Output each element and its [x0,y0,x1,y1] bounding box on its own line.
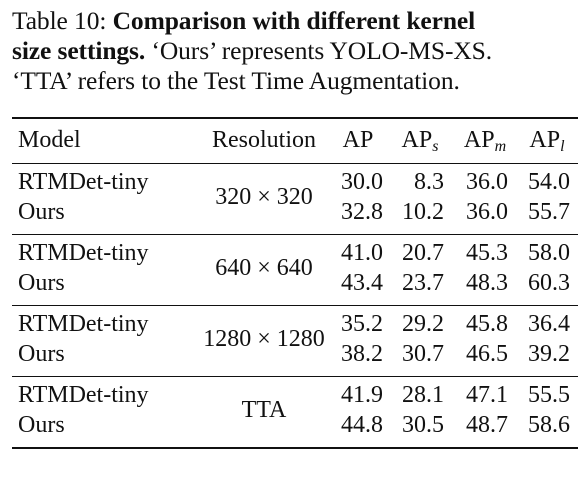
caption-line-2: size settings. ‘Ours’ represents YOLO-MS… [12,36,576,66]
table-cell-ap-s: 30.7 [402,341,444,367]
table-group-1280: RTMDet-tiny Ours 1280 × 1280 35.2 38.2 2… [12,306,578,376]
table-cell-ap-l: 58.6 [528,412,570,438]
header-ap: AP [342,127,374,153]
caption-line-3: ‘TTA’ refers to the Test Time Augmentati… [12,66,576,96]
table-cell-ap-m: 47.1 [466,382,508,408]
header-ap-m-base: AP [463,127,495,153]
table-cell-ap-m: 48.3 [466,270,508,296]
group-rule [12,234,578,235]
table-caption: Table 10: Comparison with different kern… [12,6,576,96]
table-cell-ap-m: 46.5 [466,341,508,367]
header-ap-s-base: AP [401,127,433,153]
table-cell-ap-l: 54.0 [528,169,570,195]
table-cell-ap-l: 36.4 [528,311,570,337]
caption-line-1: Table 10: Comparison with different kern… [12,6,576,36]
table-cell-model: Ours [18,270,65,296]
table-cell-model: Ours [18,341,65,367]
table-cell-ap: 30.0 [341,169,383,195]
table-group-640: RTMDet-tiny Ours 640 × 640 41.0 43.4 20.… [12,235,578,305]
table-cell-ap: 35.2 [341,311,383,337]
table-cell-ap-m: 36.0 [466,199,508,225]
table-cell-ap-s: 20.7 [402,240,444,266]
table-cell-ap-s: 29.2 [402,311,444,337]
header-model: Model [18,127,81,153]
table-cell-ap-s: 28.1 [402,382,444,408]
table-cell-ap-s: 30.5 [402,412,444,438]
table-cell-resolution: 320 × 320 [215,184,313,210]
table-cell-ap: 44.8 [341,412,383,438]
table-cell-ap-s: 8.3 [414,169,444,195]
top-rule [12,117,578,119]
results-table: Model Resolution AP APs APm APl RTMDet-t… [12,117,578,449]
table-cell-ap-m: 45.8 [466,311,508,337]
caption-title-part-1: Comparison with different kernel [112,6,476,35]
caption-tta-note: ‘TTA’ refers to the Test Time Augmentati… [12,66,460,95]
header-ap-s-sub: s [432,138,439,155]
table-cell-ap-m: 48.7 [466,412,508,438]
caption-ours-note: ‘Ours’ represents YOLO-MS-XS. [145,36,493,65]
table-cell-ap-m: 45.3 [466,240,508,266]
table-cell-ap-m: 36.0 [466,169,508,195]
header-ap-l: APl [522,127,572,155]
table-cell-ap: 38.2 [341,341,383,367]
header-ap-s: APs [390,127,450,155]
table-group-tta: RTMDet-tiny Ours TTA 41.9 44.8 28.1 30.5… [12,377,578,447]
header-rule [12,163,578,164]
table-cell-resolution: 1280 × 1280 [203,326,325,352]
table-header-row: Model Resolution AP APs APm APl [12,119,578,163]
header-ap-l-base: AP [529,127,561,153]
bottom-rule [12,447,578,449]
table-cell-ap-l: 55.7 [528,199,570,225]
table-cell-model: Ours [18,199,65,225]
table-cell-ap-s: 10.2 [402,199,444,225]
table-cell-model: RTMDet-tiny [18,311,149,337]
table-cell-ap: 32.8 [341,199,383,225]
caption-label: Table 10: [12,6,107,35]
group-rule [12,305,578,306]
table-cell-model: RTMDet-tiny [18,169,149,195]
table-cell-resolution: 640 × 640 [215,255,313,281]
table-cell-model: RTMDet-tiny [18,240,149,266]
header-ap-m: APm [452,127,518,155]
table-cell-ap: 41.9 [341,382,383,408]
table-group-320: RTMDet-tiny Ours 320 × 320 30.0 32.8 8.3… [12,164,578,234]
header-ap-l-sub: l [560,138,565,155]
table-cell-ap: 41.0 [341,240,383,266]
header-resolution: Resolution [211,127,316,153]
table-cell-model: RTMDet-tiny [18,382,149,408]
table-cell-model: Ours [18,412,65,438]
table-cell-ap-l: 39.2 [528,341,570,367]
caption-title-part-2: size settings. [12,36,146,65]
group-rule [12,376,578,377]
header-ap-m-sub: m [494,138,507,155]
table-cell-ap-l: 58.0 [528,240,570,266]
table-cell-resolution: TTA [241,397,287,423]
table-cell-ap: 43.4 [341,270,383,296]
table-cell-ap-s: 23.7 [402,270,444,296]
table-cell-ap-l: 60.3 [528,270,570,296]
table-cell-ap-l: 55.5 [528,382,570,408]
